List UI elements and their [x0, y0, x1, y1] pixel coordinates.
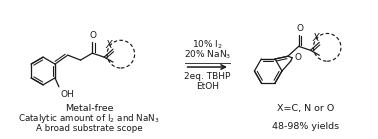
- Text: 2eq. TBHP: 2eq. TBHP: [184, 72, 231, 81]
- Text: A broad substrate scope: A broad substrate scope: [36, 124, 143, 133]
- Text: OH: OH: [61, 90, 74, 99]
- Text: Catalytic amount of I$_2$ and NaN$_3$: Catalytic amount of I$_2$ and NaN$_3$: [19, 112, 160, 125]
- Text: O: O: [294, 53, 301, 62]
- Text: X: X: [106, 40, 112, 50]
- Text: EtOH: EtOH: [196, 82, 219, 91]
- Text: X=C, N or O: X=C, N or O: [277, 104, 334, 113]
- Text: O: O: [296, 24, 303, 33]
- Text: 10% I$_2$: 10% I$_2$: [192, 39, 223, 51]
- Text: Metal-free: Metal-free: [65, 104, 113, 113]
- Text: 48-98% yields: 48-98% yields: [272, 122, 339, 131]
- Text: X: X: [312, 33, 319, 43]
- Text: O: O: [90, 31, 97, 40]
- Text: 20% NaN$_3$: 20% NaN$_3$: [184, 49, 231, 61]
